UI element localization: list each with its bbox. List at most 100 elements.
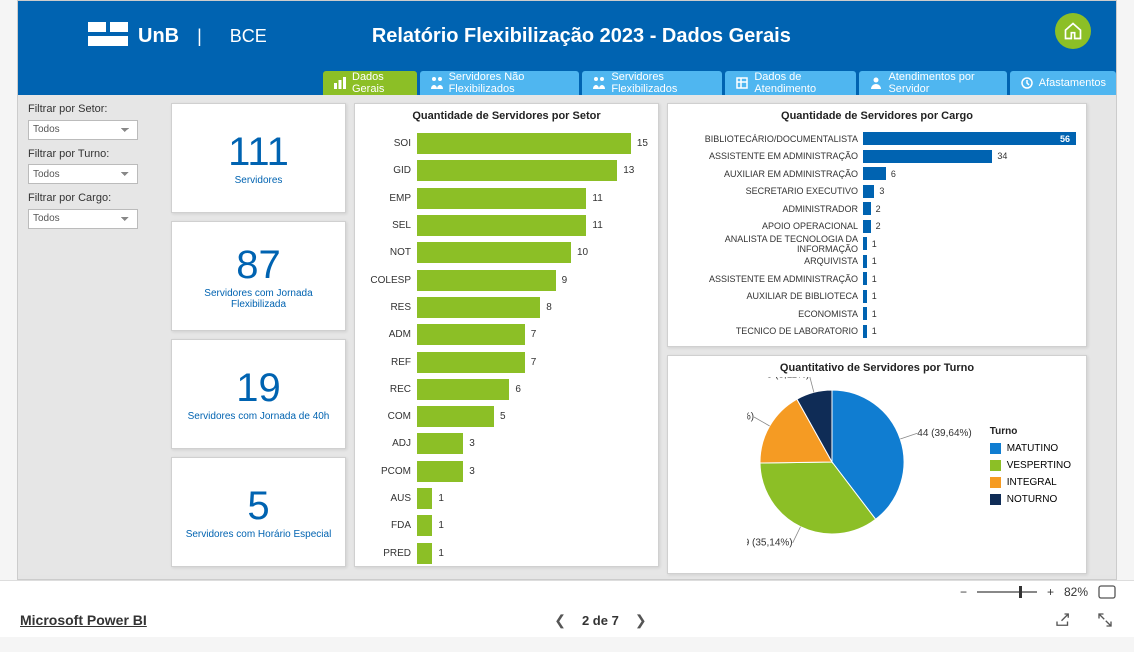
kpi-card[interactable]: 111Servidores — [171, 103, 346, 213]
tab-servidores-não-flexibilizados[interactable]: Servidores Não Flexibilizados — [420, 71, 580, 95]
bar-row[interactable]: ECONOMISTA1 — [678, 305, 1076, 323]
pager: ❮ 2 de 7 ❯ — [554, 612, 646, 629]
fit-to-page-icon[interactable] — [1098, 585, 1116, 599]
bar-row[interactable]: SEL 11 — [365, 212, 648, 239]
tab-dados-gerais[interactable]: Dados Gerais — [323, 71, 417, 95]
legend-label: INTEGRAL — [1007, 477, 1057, 488]
bar-label: SECRETARIO EXECUTIVO — [678, 186, 863, 196]
bar-row[interactable]: BIBLIOTECÁRIO/DOCUMENTALISTA56 — [678, 130, 1076, 148]
bar-fill — [417, 270, 556, 291]
kpi-value: 111 — [228, 130, 289, 175]
header-bar: UnB | BCE Relatório Flexibilização 2023 … — [18, 1, 1116, 71]
filter-turno-select[interactable]: Todos — [28, 164, 138, 184]
bar-row[interactable]: EMP11 — [365, 185, 648, 212]
bar-value: 15 — [637, 138, 648, 149]
pager-prev-button[interactable]: ❮ — [554, 612, 566, 629]
chart-servidores-por-turno[interactable]: Quantitativo de Servidores por Turno 44 … — [667, 355, 1087, 574]
fullscreen-icon[interactable] — [1096, 611, 1114, 629]
legend-item[interactable]: VESPERTINO — [990, 460, 1071, 471]
tab-label: Afastamentos — [1039, 77, 1106, 89]
bar-fill — [417, 543, 432, 564]
bar-row[interactable]: REF7 — [365, 348, 648, 375]
bar-fill — [417, 324, 525, 345]
bar-row[interactable]: ADMINISTRADOR2 — [678, 200, 1076, 218]
tab-icon — [869, 76, 883, 90]
bar-row[interactable]: ASSISTENTE EM ADMINISTRAÇÃO1 — [678, 270, 1076, 288]
powerbi-link[interactable]: Microsoft Power BI — [20, 612, 147, 628]
share-icon[interactable] — [1054, 611, 1072, 629]
tab-icon — [1020, 76, 1034, 90]
bar-row[interactable]: COLESP9 — [365, 266, 648, 293]
bar-row[interactable]: ADM7 — [365, 321, 648, 348]
kpi-label: Servidores — [235, 175, 283, 186]
zoom-in-button[interactable]: + — [1047, 585, 1054, 599]
tab-label: Servidores Não Flexibilizados — [449, 71, 570, 95]
legend-swatch — [990, 460, 1001, 471]
filter-cargo-select[interactable]: Todos — [28, 209, 138, 229]
bar-fill — [417, 406, 494, 427]
bar-row[interactable]: AUXILIAR DE BIBLIOTECA1 — [678, 288, 1076, 306]
tabs-row: Dados Gerais Servidores Não Flexibilizado… — [18, 71, 1116, 95]
bar-row[interactable]: GID13 — [365, 157, 648, 184]
bar-row[interactable]: SECRETARIO EXECUTIVO3 — [678, 183, 1076, 201]
svg-text:9 (8,11%): 9 (8,11%) — [767, 377, 810, 381]
bar-row[interactable]: ANALISTA DE TECNOLOGIA DA INFORMAÇÃO1 — [678, 235, 1076, 253]
tab-label: Dados de Atendimento — [754, 71, 846, 95]
pager-next-button[interactable]: ❯ — [635, 612, 647, 629]
bar-fill — [417, 515, 432, 536]
brand-separator: | — [197, 26, 202, 47]
report-title: Relatório Flexibilização 2023 - Dados Ge… — [372, 25, 791, 48]
tab-servidores-flexibilizados[interactable]: Servidores Flexibilizados — [582, 71, 722, 95]
bar-label: PRED — [365, 548, 417, 559]
brand-sub-text: BCE — [230, 26, 267, 47]
home-button[interactable] — [1055, 13, 1091, 49]
kpi-card[interactable]: 5Servidores com Horário Especial — [171, 457, 346, 567]
bar-label: COLESP — [365, 275, 417, 286]
kpi-card[interactable]: 87Servidores com Jornada Flexibilizada — [171, 221, 346, 331]
chart-servidores-por-cargo[interactable]: Quantidade de Servidores por Cargo BIBLI… — [667, 103, 1087, 347]
bar-label: FDA — [365, 520, 417, 531]
bar-fill — [863, 220, 871, 233]
pie-svg: 44 (39,64%)39 (35,14%)19 (17,12%)9 (8,11… — [747, 377, 1007, 572]
chart-servidores-por-setor[interactable]: Quantidade de Servidores por Setor SOI15… — [354, 103, 659, 567]
bar-label: SEL — [365, 220, 417, 231]
bar-row[interactable]: TECNICO DE LABORATORIO1 — [678, 323, 1076, 341]
bar-label: COM — [365, 411, 417, 422]
tab-atendimentos-por-servidor[interactable]: Atendimentos por Servidor — [859, 71, 1006, 95]
bar-label: SOI — [365, 138, 417, 149]
legend-item[interactable]: MATUTINO — [990, 443, 1071, 454]
filter-turno: Filtrar por Turno: Todos — [28, 148, 163, 185]
bar-fill — [863, 307, 867, 320]
bar-row[interactable]: SOI 15 — [365, 130, 648, 157]
bar-row[interactable]: REC6 — [365, 376, 648, 403]
legend-item[interactable]: NOTURNO — [990, 494, 1071, 505]
bar-label: ARQUIVISTA — [678, 256, 863, 266]
zoom-slider[interactable] — [977, 591, 1037, 593]
bar-value: 3 — [469, 466, 475, 477]
bar-row[interactable]: PCOM3 — [365, 458, 648, 485]
bar-label: ASSISTENTE EM ADMINISTRAÇÃO — [678, 151, 863, 161]
filter-setor-select[interactable]: Todos — [28, 120, 138, 140]
bar-row[interactable]: FDA 1 — [365, 512, 648, 539]
bar-row[interactable]: ADJ3 — [365, 430, 648, 457]
bar-value: 1 — [438, 520, 444, 531]
zoom-out-button[interactable]: − — [960, 585, 967, 599]
legend-item[interactable]: INTEGRAL — [990, 477, 1071, 488]
bar-row[interactable]: APOIO OPERACIONAL2 — [678, 218, 1076, 236]
bar-label: ADM — [365, 329, 417, 340]
kpi-card[interactable]: 19Servidores com Jornada de 40h — [171, 339, 346, 449]
tab-dados-de-atendimento[interactable]: Dados de Atendimento — [725, 71, 856, 95]
bar-row[interactable]: NOT10 — [365, 239, 648, 266]
pager-text: 2 de 7 — [582, 613, 619, 628]
bar-row[interactable]: RES8 — [365, 294, 648, 321]
bar-row[interactable]: AUXILIAR EM ADMINISTRAÇÃO6 — [678, 165, 1076, 183]
tab-label: Servidores Flexibilizados — [611, 71, 712, 95]
bar-row[interactable]: ASSISTENTE EM ADMINISTRAÇÃO34 — [678, 148, 1076, 166]
chart-title: Quantidade de Servidores por Cargo — [668, 104, 1086, 126]
bar-row[interactable]: PRED1 — [365, 539, 648, 566]
tab-afastamentos[interactable]: Afastamentos — [1010, 71, 1116, 95]
bar-row[interactable]: AUS1 — [365, 485, 648, 512]
bar-value: 11 — [592, 220, 602, 231]
bar-row[interactable]: COM5 — [365, 403, 648, 430]
bar-row[interactable]: ARQUIVISTA1 — [678, 253, 1076, 271]
